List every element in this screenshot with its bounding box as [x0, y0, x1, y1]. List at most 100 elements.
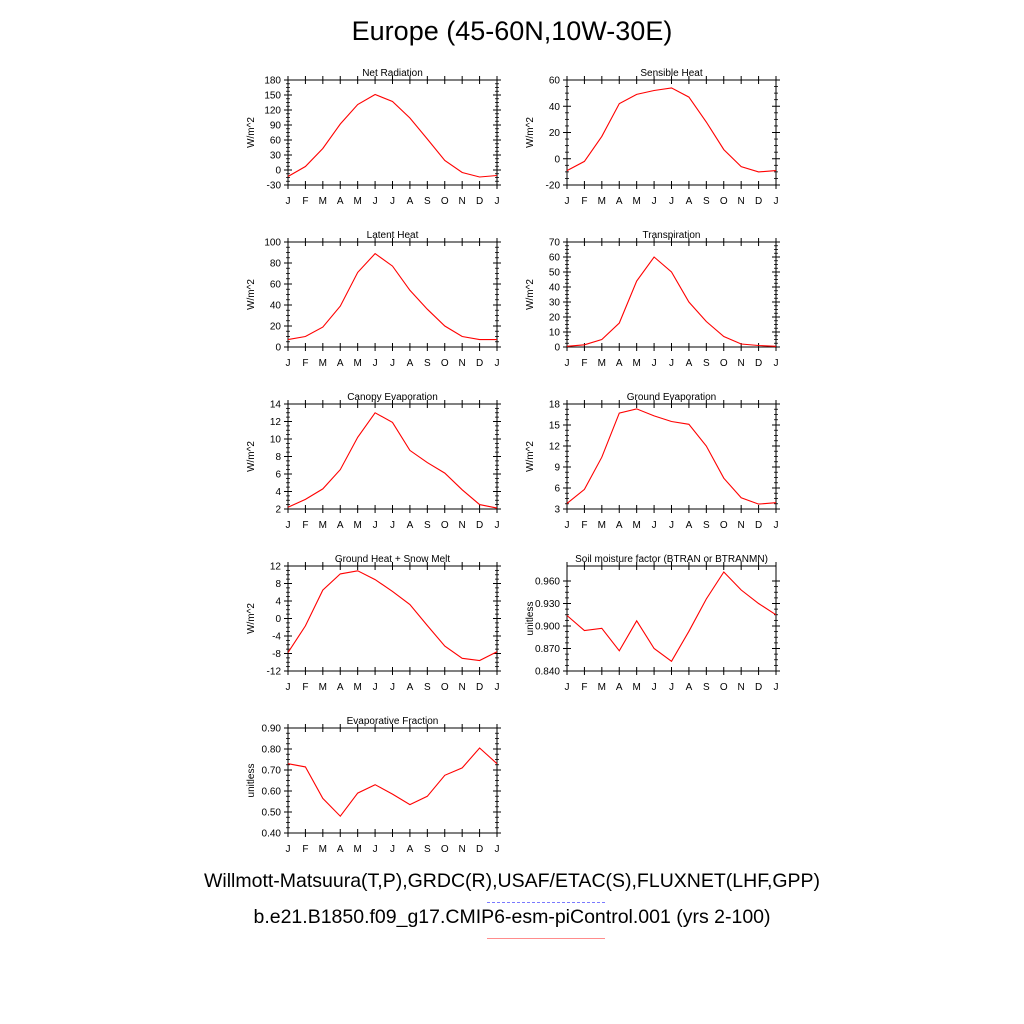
y-tick-label: 6 — [554, 484, 560, 495]
y-tick-label: 15 — [549, 421, 561, 432]
y-tick-label: 150 — [264, 91, 281, 102]
y-tick-label: 4 — [275, 597, 281, 608]
x-tick-label: M — [632, 520, 640, 531]
y-tick-label: 0.840 — [535, 667, 560, 678]
y-tick-label: 0.70 — [262, 766, 282, 777]
panel-title: Evaporative Fraction — [347, 716, 439, 727]
x-tick-label: N — [738, 196, 745, 207]
y-tick-label: -30 — [267, 181, 282, 192]
y-axis-label: W/m^2 — [525, 441, 536, 472]
y-tick-label: 20 — [549, 313, 561, 324]
plot-frame — [566, 79, 777, 186]
x-tick-label: F — [302, 844, 308, 855]
x-tick-label: S — [703, 682, 710, 693]
x-tick-label: F — [302, 682, 308, 693]
y-tick-label: 60 — [549, 253, 561, 264]
panel-7: Ground Heat + Snow Melt W/m^2 -12 -8 -4 0 4 8 12… — [246, 554, 501, 693]
y-tick-label: 18 — [549, 400, 561, 411]
x-tick-label: M — [598, 358, 606, 369]
y-tick-label: 14 — [270, 400, 282, 411]
x-tick-label: F — [581, 520, 587, 531]
x-tick-label: J — [286, 844, 291, 855]
x-tick-label: J — [495, 520, 500, 531]
x-tick-label: J — [774, 520, 779, 531]
y-axis-label: W/m^2 — [525, 279, 536, 310]
x-tick-label: F — [302, 196, 308, 207]
panel-title: Sensible Heat — [640, 68, 702, 79]
x-tick-label: A — [337, 682, 344, 693]
y-tick-label: 0.50 — [262, 808, 282, 819]
x-tick-label: M — [598, 682, 606, 693]
x-tick-label: M — [632, 358, 640, 369]
x-tick-label: O — [441, 844, 449, 855]
x-tick-label: A — [407, 520, 414, 531]
x-tick-label: A — [616, 682, 623, 693]
y-tick-label: 60 — [270, 136, 282, 147]
y-tick-label: -8 — [272, 649, 281, 660]
x-tick-label: O — [720, 358, 728, 369]
x-tick-label: A — [686, 196, 693, 207]
x-tick-label: M — [632, 682, 640, 693]
y-tick-label: 3 — [554, 505, 560, 516]
y-tick-label: 0.930 — [535, 599, 560, 610]
x-tick-label: A — [616, 520, 623, 531]
x-tick-label: S — [424, 682, 431, 693]
x-tick-label: D — [476, 844, 483, 855]
y-tick-label: 0 — [275, 343, 281, 354]
x-tick-label: J — [390, 682, 395, 693]
x-tick-label: J — [669, 196, 674, 207]
x-tick-label: D — [476, 520, 483, 531]
panel-8: Soil moisture factor (BTRAN or BTRANMN) u… — [525, 554, 780, 693]
x-tick-label: J — [669, 520, 674, 531]
x-tick-label: J — [669, 682, 674, 693]
x-tick-label: D — [755, 682, 762, 693]
y-tick-label: 0 — [275, 166, 281, 177]
x-tick-label: O — [720, 196, 728, 207]
x-tick-label: D — [476, 196, 483, 207]
y-tick-label: 0.870 — [535, 644, 560, 655]
x-tick-label: D — [755, 358, 762, 369]
x-tick-label: N — [738, 520, 745, 531]
x-tick-label: S — [424, 196, 431, 207]
x-tick-label: D — [476, 358, 483, 369]
y-tick-label: 10 — [549, 328, 561, 339]
x-tick-label: O — [441, 196, 449, 207]
x-tick-label: J — [286, 358, 291, 369]
series-line — [566, 408, 777, 505]
y-tick-label: -4 — [272, 632, 281, 643]
series-line — [566, 87, 777, 173]
x-tick-label: S — [424, 358, 431, 369]
y-tick-label: 40 — [549, 283, 561, 294]
y-tick-label: 12 — [549, 442, 561, 453]
x-tick-label: D — [755, 520, 762, 531]
x-tick-label: J — [390, 844, 395, 855]
x-tick-label: J — [495, 844, 500, 855]
y-tick-label: 8 — [275, 579, 281, 590]
y-tick-label: 0.90 — [262, 724, 282, 735]
y-tick-label: 100 — [264, 238, 281, 249]
y-tick-label: 0.900 — [535, 622, 560, 633]
panel-title: Canopy Evaporation — [347, 392, 438, 403]
x-tick-label: O — [720, 682, 728, 693]
y-tick-label: 9 — [554, 463, 560, 474]
x-tick-label: F — [581, 358, 587, 369]
y-axis-label: unitless — [246, 764, 257, 798]
x-tick-label: J — [774, 682, 779, 693]
x-tick-label: J — [495, 196, 500, 207]
x-tick-label: N — [738, 682, 745, 693]
x-tick-label: N — [459, 196, 466, 207]
x-tick-label: A — [616, 358, 623, 369]
y-tick-label: 180 — [264, 76, 281, 87]
figure-title: Europe (45-60N,10W-30E) — [351, 16, 673, 46]
x-tick-label: J — [373, 358, 378, 369]
x-tick-label: N — [738, 358, 745, 369]
y-axis-label: W/m^2 — [525, 117, 536, 148]
plot-frame — [287, 241, 498, 348]
panel-title: Ground Evaporation — [627, 392, 717, 403]
series-line — [287, 93, 498, 178]
x-tick-label: J — [373, 682, 378, 693]
